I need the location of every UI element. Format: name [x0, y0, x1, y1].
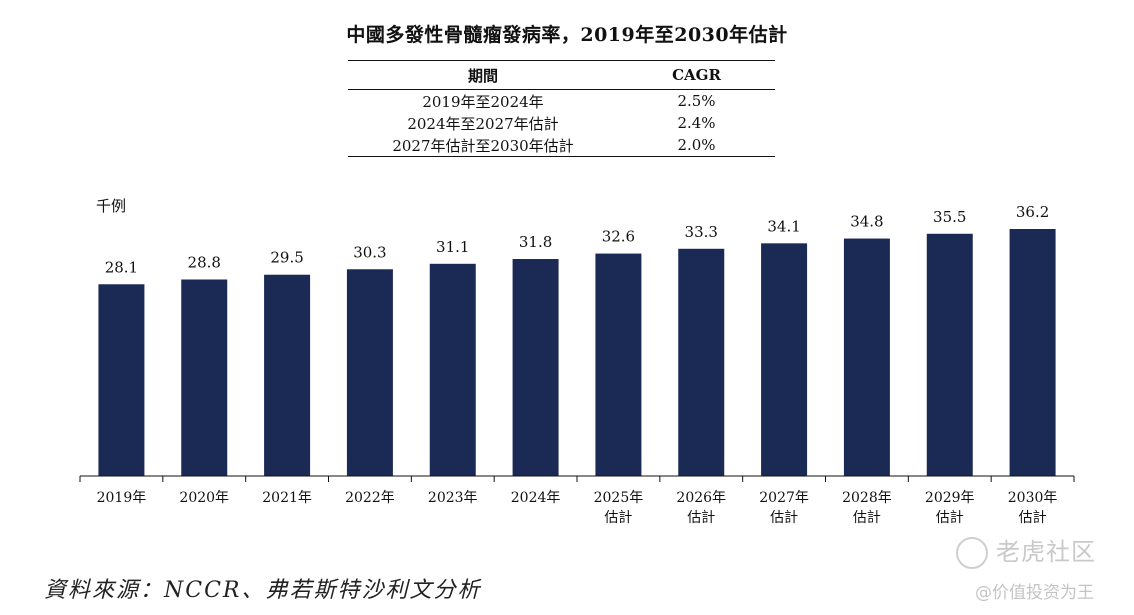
- tiger-logo-icon: [956, 537, 988, 569]
- cagr-value: 2.0%: [618, 134, 775, 157]
- x-tick-label: 2028年: [842, 490, 892, 506]
- x-tick-label: 估計: [1019, 510, 1047, 526]
- bar: [346, 269, 393, 476]
- cagr-row: 2027年估計至2030年估計 2.0%: [348, 134, 775, 157]
- x-tick-label: 2020年: [179, 490, 229, 506]
- data-label: 31.8: [519, 233, 552, 251]
- cagr-header-row: 期間 CAGR: [348, 60, 775, 90]
- y-axis-label: 千例: [96, 197, 126, 215]
- x-tick-label: 2024年: [511, 490, 561, 506]
- data-label: 36.2: [1016, 203, 1049, 221]
- data-label: 30.3: [353, 243, 386, 261]
- x-tick-label: 2027年: [759, 490, 809, 506]
- bar: [761, 243, 808, 476]
- x-tick-label: 2030年: [1008, 490, 1058, 506]
- data-label: 31.1: [436, 238, 469, 256]
- watermark-handle: @价值投资为王: [975, 583, 1094, 603]
- x-tick-label: 估計: [687, 510, 715, 526]
- cagr-value: 2.4%: [677, 114, 716, 132]
- bar: [678, 248, 725, 476]
- watermark-brand-text: 老虎社区: [996, 538, 1096, 566]
- data-label: 34.1: [767, 217, 800, 235]
- data-label: 28.8: [188, 253, 221, 271]
- cagr-header-cagr: CAGR: [618, 60, 775, 90]
- bar: [595, 253, 642, 476]
- cagr-value: 2.5%: [677, 92, 716, 110]
- x-tick-label: 估計: [936, 510, 964, 526]
- cagr-table: 期間 CAGR 2019年至2024年 2.5% 2024年至2027年估計 2…: [348, 60, 775, 157]
- x-tick-label: 2022年: [345, 490, 395, 506]
- x-tick-label: 估計: [770, 510, 798, 526]
- x-tick-label: 2019年: [97, 490, 147, 506]
- x-tick-label: 2023年: [428, 490, 478, 506]
- x-tick-label: 估計: [604, 510, 632, 526]
- cagr-row: 2024年至2027年估計 2.4%: [348, 112, 775, 134]
- data-label: 28.1: [105, 258, 138, 276]
- bar: [926, 233, 973, 476]
- bar: [843, 238, 890, 476]
- data-label: 32.6: [602, 228, 635, 246]
- source-note: 資料來源：NCCR、弗若斯特沙利文分析: [44, 578, 482, 603]
- bar: [181, 279, 228, 476]
- cagr-period: 2027年估計至2030年估計: [348, 134, 618, 157]
- data-label: 34.8: [850, 213, 883, 231]
- cagr-row: 2019年至2024年 2.5%: [348, 90, 775, 113]
- x-tick-label: 2025年: [594, 490, 644, 506]
- data-label: 35.5: [933, 208, 966, 226]
- chart-title: 中國多發性骨髓瘤發病率，2019年至2030年估計: [346, 24, 788, 46]
- bar: [264, 274, 311, 476]
- watermark-brand: 老虎社区: [956, 532, 1096, 569]
- cagr-header-period: 期間: [348, 60, 618, 90]
- cagr-period: 2024年至2027年估計: [407, 114, 559, 133]
- data-label: 29.5: [270, 249, 303, 267]
- bar: [98, 284, 145, 476]
- bar: [429, 263, 476, 476]
- bar: [512, 259, 559, 476]
- x-tick-label: 2021年: [262, 490, 312, 506]
- cagr-period: 2019年至2024年: [422, 92, 544, 111]
- x-tick-label: 2026年: [676, 490, 726, 506]
- bar: [1009, 229, 1056, 476]
- data-label: 33.3: [685, 223, 718, 241]
- x-tick-label: 估計: [853, 510, 881, 526]
- x-tick-label: 2029年: [925, 490, 975, 506]
